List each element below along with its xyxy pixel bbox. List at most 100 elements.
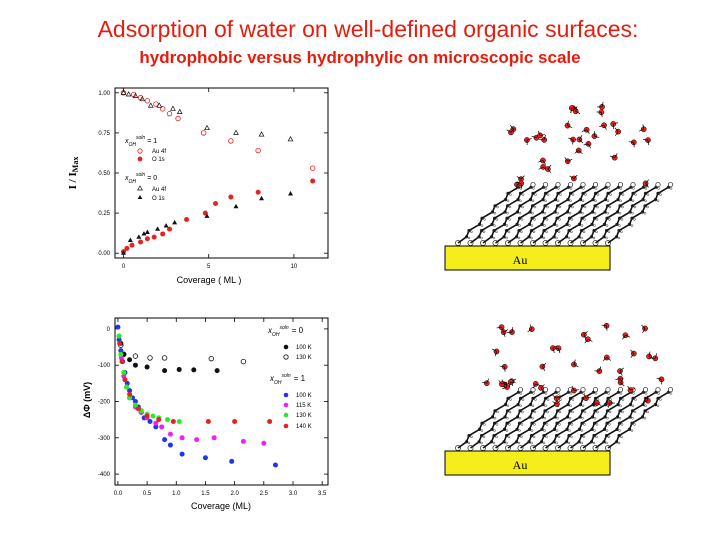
carbon-bond (494, 198, 506, 207)
water-bond (526, 138, 532, 141)
hydrogen-atom (542, 441, 546, 445)
water-bond (641, 324, 646, 329)
hydrogen-atom (532, 187, 535, 190)
data-point-series-1 (160, 106, 166, 112)
legend-entry-100k-2: 100 K (296, 393, 312, 399)
hydrogen-atom (495, 230, 498, 234)
water-bond (584, 339, 589, 344)
water-bond (606, 357, 612, 361)
data-point-series-3 (287, 135, 294, 142)
carbon-bond (543, 428, 555, 437)
hydrogen-atom (607, 392, 610, 395)
hydrogen-atom (646, 193, 650, 196)
data-point-series-3 (202, 455, 208, 461)
carbon-bond (570, 186, 582, 195)
carbon-bond (632, 391, 644, 400)
carbon-bond (532, 186, 544, 195)
water-bond (501, 381, 507, 385)
data-point-series-1 (132, 362, 138, 368)
carbon-bond (557, 236, 567, 244)
water-bond (510, 128, 515, 133)
data-point-series-2 (208, 355, 214, 362)
carbon-bond (582, 198, 594, 207)
water-bond (567, 158, 573, 162)
hydrogen-atom (545, 435, 548, 438)
carbon-bond (518, 223, 530, 232)
terminal-group (567, 182, 573, 188)
data-point-series-4 (172, 219, 178, 225)
hydrogen-atom (543, 429, 546, 432)
gold-substrate (444, 450, 611, 476)
hydrogen-atom (493, 429, 496, 432)
carbon-bond (519, 403, 531, 412)
water-bond (578, 150, 583, 155)
carbon-bond (595, 186, 607, 195)
hydrogen-atom (584, 193, 587, 196)
carbon-bond (544, 198, 556, 207)
hydrogen-atom (480, 236, 483, 240)
hydrogen-atom (508, 218, 511, 221)
carbon-bond (493, 428, 505, 437)
water-bond (614, 127, 619, 132)
water-bond (538, 160, 544, 163)
legend-marker-100k-blue (283, 392, 289, 398)
water-bond (573, 364, 579, 368)
carbon-bond (593, 223, 605, 232)
data-point-series-3 (127, 388, 133, 394)
carbon-bond (582, 441, 592, 449)
water-bond (481, 381, 487, 384)
carbon-bond (618, 428, 630, 437)
hydrogen-atom (506, 417, 509, 420)
data-point-series-2 (161, 355, 168, 361)
carbon-bond (594, 211, 606, 219)
data-point-series-4 (127, 237, 133, 242)
water-bond (542, 160, 546, 165)
carbon-bond (570, 391, 582, 400)
x-tick-label: 1.5 (201, 491, 210, 497)
hydrogen-atom (631, 211, 634, 215)
hydrogen-atom (593, 417, 597, 420)
y-tick-label: -200 (98, 400, 111, 406)
data-point-series-6 (119, 359, 125, 365)
carbon-bond (457, 236, 467, 244)
carbon-bond (568, 428, 580, 437)
carbon-bond (545, 236, 555, 244)
water-bond (599, 366, 602, 372)
data-point-series-1 (228, 138, 234, 144)
water-bond (586, 129, 590, 135)
substrate-label: Au (513, 458, 528, 472)
water-bond (642, 124, 645, 130)
x-tick-label: 2.5 (260, 491, 269, 497)
hydrogen-atom (557, 230, 561, 234)
water-bond (625, 334, 631, 338)
y-tick-label: -400 (98, 472, 111, 478)
hydrogen-atom (594, 187, 598, 190)
hydrophilic-surface-illustration (455, 322, 673, 451)
legend-marker-au4f-red (137, 148, 143, 154)
water-bond (609, 155, 615, 158)
data-point-series-5 (121, 369, 127, 375)
data-point-series-6 (267, 418, 273, 424)
water-bond (527, 328, 532, 333)
data-point-series-4 (144, 229, 150, 234)
hydrogen-atom (570, 435, 573, 438)
carbon-bond (619, 416, 631, 424)
data-point-series-5 (132, 402, 138, 408)
hydrogen-atom (558, 410, 562, 414)
water-bond (501, 327, 504, 332)
water-bond (567, 120, 569, 126)
carbon-bond (632, 198, 644, 207)
data-point-series-3 (147, 102, 154, 108)
water-bond (588, 143, 592, 149)
hydrogen-atom (495, 218, 499, 221)
terminal-group (592, 387, 598, 393)
chart-axes: 0.0 0.5 1.0 1.5 2.0 2.5 3.0 3.5 0 -100 -200 -300 -40… (98, 318, 328, 497)
water-bond (638, 128, 644, 132)
hydrogen-atom (620, 435, 623, 438)
carbon-bond (569, 211, 581, 219)
hydrogen-atom (467, 236, 471, 240)
hydrogen-atom (530, 441, 533, 445)
terminal-group (630, 182, 636, 188)
carbon-bond (569, 416, 581, 424)
data-point-series-3 (162, 437, 168, 443)
